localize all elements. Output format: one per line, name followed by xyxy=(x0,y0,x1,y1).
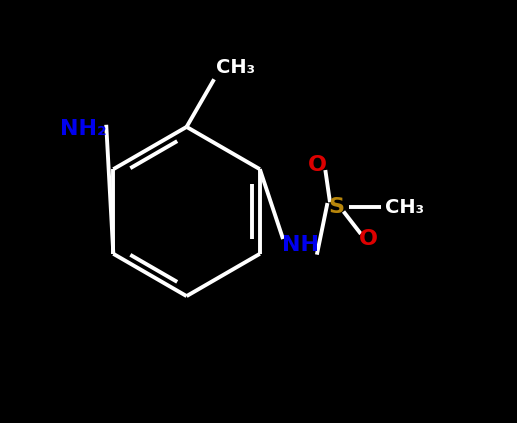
Text: CH₃: CH₃ xyxy=(385,198,424,217)
Text: S: S xyxy=(329,197,345,217)
Text: O: O xyxy=(308,155,327,175)
Text: NH: NH xyxy=(282,235,320,255)
Text: O: O xyxy=(359,229,378,249)
Text: NH₂: NH₂ xyxy=(59,119,107,139)
Text: CH₃: CH₃ xyxy=(216,58,255,77)
